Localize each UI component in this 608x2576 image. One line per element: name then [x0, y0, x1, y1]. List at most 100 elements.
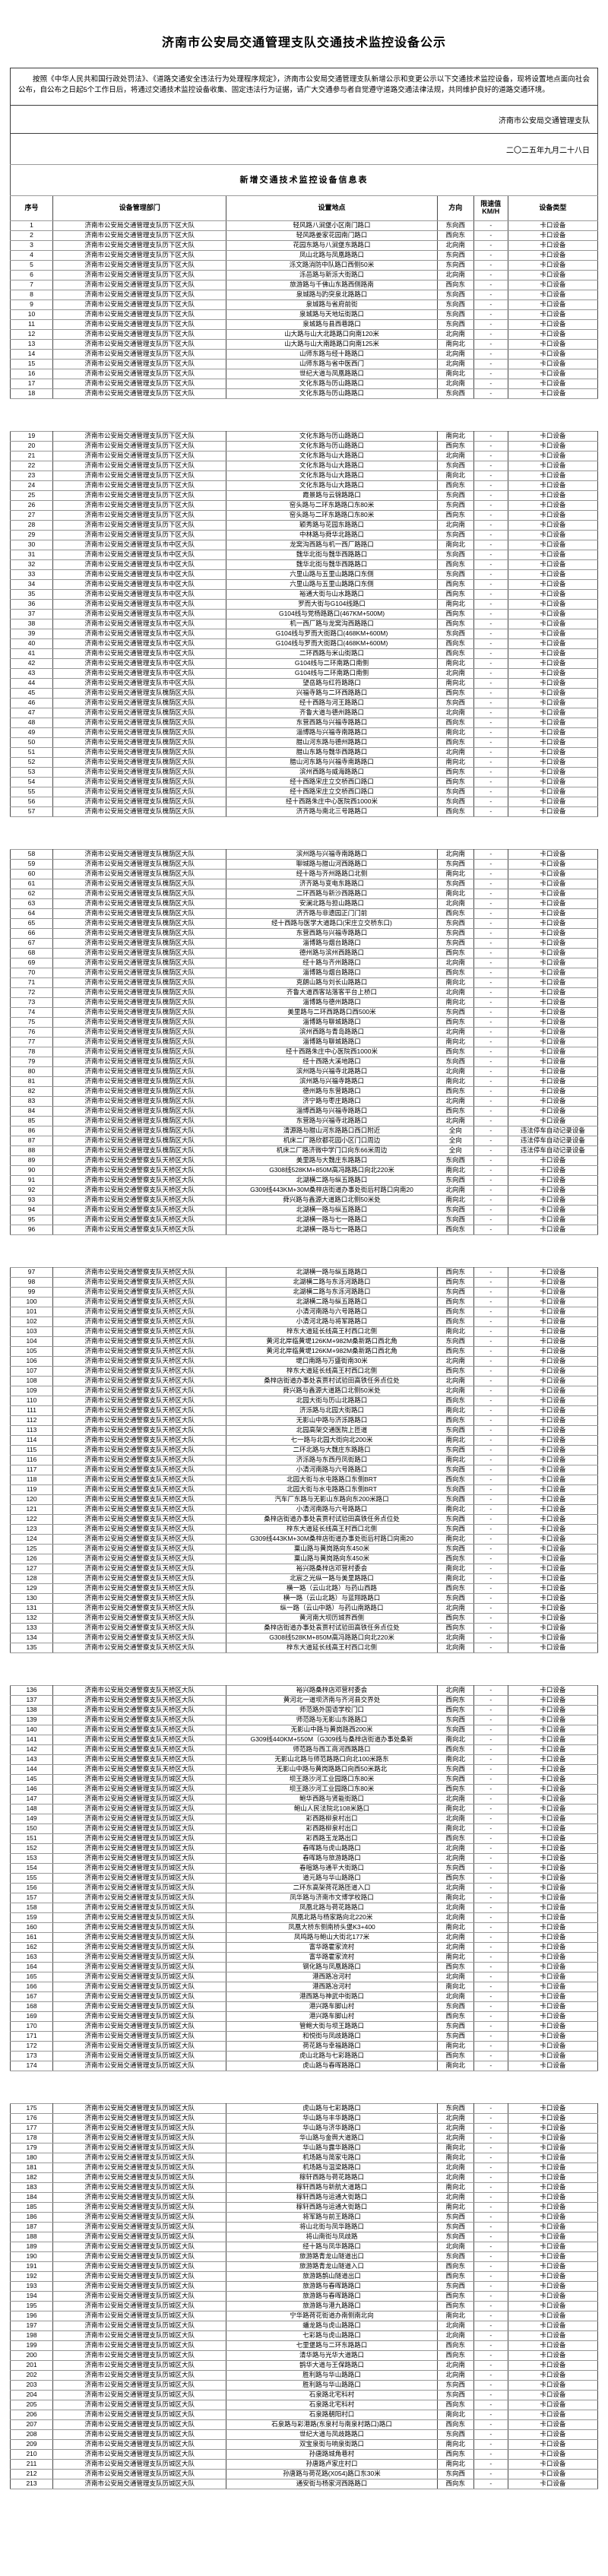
- cell-direction: 北向南: [436, 2330, 474, 2341]
- cell-dept: 济南市公安局交通管理支队槐荫区大队: [52, 1057, 227, 1067]
- cell-dept: 济南市公安局交通管理支队历下区大队: [52, 480, 227, 491]
- table-row: 205 济南市公安局交通管理支队历城区大队 石泉路北宅科村 西向东 - 卡口设备: [9, 2400, 599, 2410]
- cell-seq: 200: [9, 2350, 54, 2361]
- cell-direction: 北向南: [436, 2192, 474, 2203]
- cell-type: 卡口设备: [507, 2410, 599, 2420]
- cell-dept: 济南市公安局交通管理支队槐荫区大队: [52, 1047, 227, 1057]
- cell-seq: 104: [9, 1336, 54, 1347]
- cell-seq: 7: [9, 280, 54, 290]
- cell-type: 卡口设备: [507, 2153, 599, 2163]
- cell-type: 卡口设备: [507, 2350, 599, 2361]
- cell-dept: 济南市公安局交通警察支队天桥区大队: [52, 1326, 227, 1337]
- cell-speed: -: [473, 1583, 508, 1594]
- table-row: 133 济南市公安局交通警察支队天桥区大队 桑梓店街道办事处袁贾村试验田高铁任务点位…: [9, 1623, 599, 1633]
- cell-type: 卡口设备: [507, 619, 599, 629]
- cell-location: 滨州路与兴福寺路路口: [226, 1076, 438, 1087]
- cell-direction: 东向西: [436, 2390, 474, 2400]
- cell-speed: -: [473, 490, 508, 501]
- table-row: 163 济南市公安局交通管理支队历城区大队 富华路霍家流村 南向北 - 卡口设备: [9, 1952, 599, 1963]
- cell-location: 和悦街与凤歧路路口: [226, 2031, 438, 2042]
- cell-speed: -: [473, 1465, 508, 1475]
- cell-dept: 济南市公安局交通管理支队历城区大队: [52, 1952, 227, 1963]
- table-row: 20 济南市公安局交通管理支队历下区大队 文化东路与历山路路口 西向东 - 卡口设备: [9, 441, 599, 452]
- cell-speed: -: [473, 1175, 508, 1186]
- cell-type: 卡口设备: [507, 559, 599, 570]
- table-row: 71 济南市公安局交通管理支队槐荫区大队 克朗山路与刘长山路路口 南向北 - 卡口设备: [9, 977, 599, 988]
- cell-type: 卡口设备: [507, 668, 599, 679]
- table-row: 86 济南市公安局交通管理支队槐荫区大队 清源路与腊山河东路路口西口附近 全向 - 违法停…: [9, 1126, 599, 1136]
- cell-type: 卡口设备: [507, 2232, 599, 2242]
- cell-speed: -: [473, 329, 508, 340]
- cell-type: 卡口设备: [507, 329, 599, 340]
- notice-paragraph: 按照《中华人民共和国行政处罚法》、《道路交通安全违法行为处理程序规定》，济南市公…: [18, 75, 590, 94]
- cell-seq: 163: [9, 1952, 54, 1963]
- cell-type: 卡口设备: [507, 1484, 599, 1495]
- table-row: 130 济南市公安局交通警察支队天桥区大队 横一路（云山北路）与蓝翔路路口 东向西 - 卡…: [9, 1593, 599, 1604]
- cell-seq: 142: [9, 1744, 54, 1755]
- cell-dept: 济南市公安局交通管理支队市中区大队: [52, 550, 227, 560]
- cell-direction: 南向北: [436, 1804, 474, 1814]
- cell-speed: -: [473, 2113, 508, 2124]
- cell-seq: 20: [9, 441, 54, 452]
- cell-seq: 111: [9, 1405, 54, 1416]
- cell-type: 卡口设备: [507, 240, 599, 251]
- cell-direction: 北向南: [436, 2163, 474, 2173]
- table-row: 66 济南市公安局交通管理支队槐荫区大队 东营西路与兴福寺路路口 东向西 - 卡口设备: [9, 928, 599, 939]
- table-row: 143 济南市公安局交通警察支队天桥区大队 无影山北路与师范路路口向北100米路东南…: [9, 1754, 599, 1765]
- cell-type: 卡口设备: [507, 2041, 599, 2052]
- issue-date: 二〇二五年九月二十八日: [506, 146, 590, 155]
- cell-location: 孙唐路与荷花路(X054)路口东30米: [226, 2469, 438, 2479]
- cell-direction: 南向北: [436, 2041, 474, 2052]
- cell-dept: 济南市公安局交通警察支队天桥区大队: [52, 1155, 227, 1166]
- cell-location: G104线与二环南路口南侧: [226, 658, 438, 669]
- cell-seq: 209: [9, 2439, 54, 2450]
- table-row: 78 济南市公安局交通管理支队槐荫区大队 经十西路朱庄中心医院西1000米 西向东 - 卡…: [9, 1047, 599, 1057]
- cell-direction: 南向北: [436, 2182, 474, 2193]
- cell-location: 文化东路与山大路路口: [226, 471, 438, 481]
- cell-dept: 济南市公安局交通管理支队市中区大队: [52, 540, 227, 550]
- cell-type: 卡口设备: [507, 451, 599, 461]
- cell-type: 卡口设备: [507, 1774, 599, 1785]
- cell-direction: 南向北: [436, 1455, 474, 1465]
- cell-dept: 济南市公安局交通管理支队历城区大队: [52, 1794, 227, 1804]
- table-row: 26 济南市公安局交通管理支队历下区大队 窑头路与二环东路路口东80米 东向西 - 卡口设…: [9, 500, 599, 511]
- cell-speed: -: [473, 737, 508, 748]
- cell-speed: -: [473, 1336, 508, 1347]
- cell-seq: 57: [9, 806, 54, 817]
- cell-direction: 西向东: [436, 2011, 474, 2022]
- cell-speed: -: [473, 859, 508, 870]
- cell-dept: 济南市公安局交通管理支队历城区大队: [52, 2001, 227, 2012]
- cell-dept: 济南市公安局交通管理支队槐荫区大队: [52, 1106, 227, 1117]
- cell-seq: 9: [9, 299, 54, 310]
- cell-type: 卡口设备: [507, 1764, 599, 1775]
- cell-dept: 济南市公安局交通管理支队槐荫区大队: [52, 948, 227, 958]
- cell-dept: 济南市公安局交通警察支队天桥区大队: [52, 1277, 227, 1288]
- cell-type: 卡口设备: [507, 599, 599, 610]
- cell-location: 港兴路车脚山村: [226, 2011, 438, 2022]
- cell-dept: 济南市公安局交通管理支队槐荫区大队: [52, 1037, 227, 1047]
- cell-seq: 167: [9, 1991, 54, 2002]
- cell-speed: -: [473, 658, 508, 669]
- cell-speed: -: [473, 2163, 508, 2173]
- cell-seq: 175: [9, 2103, 54, 2114]
- cell-location: 北湖横一路与纵五路路口: [226, 1205, 438, 1215]
- cell-dept: 济南市公安局交通警察支队天桥区大队: [52, 1287, 227, 1298]
- cell-speed: -: [473, 1415, 508, 1426]
- cell-dept: 济南市公安局交通管理支队历下区大队: [52, 339, 227, 350]
- table-row: 68 济南市公安局交通管理支队槐荫区大队 德州路与滨州西路路口 西向东 - 卡口设备: [9, 948, 599, 958]
- cell-direction: 西向东: [436, 1317, 474, 1327]
- cell-seq: 59: [9, 859, 54, 870]
- cell-dept: 济南市公安局交通警察支队天桥区大队: [52, 1754, 227, 1765]
- cell-dept: 济南市公安局交通警察支队天桥区大队: [52, 1633, 227, 1643]
- cell-location: 经十西路宋庄立交桥西口路口: [226, 787, 438, 797]
- table-row: 187 济南市公安局交通管理支队历城区大队 将山北街与凤华路路口 东向西 - 卡口设备: [9, 2222, 599, 2232]
- table-row: 178 济南市公安局交通管理支队历城区大队 华山路与金舆大道路口 北向南 - 卡口设备: [9, 2133, 599, 2143]
- cell-speed: -: [473, 1356, 508, 1367]
- table-row: 191 济南市公安局交通管理支队历城区大队 旅游路青龙山隧道入口 西向东 - 卡口设备: [9, 2261, 599, 2272]
- cell-type: 卡口设备: [507, 2330, 599, 2341]
- cell-type: 卡口设备: [507, 1267, 599, 1278]
- cell-location: 东营西路与兴福寺路路口: [226, 928, 438, 939]
- cell-direction: 西向东: [436, 777, 474, 787]
- cell-type: 卡口设备: [507, 349, 599, 360]
- cell-seq: 34: [9, 579, 54, 590]
